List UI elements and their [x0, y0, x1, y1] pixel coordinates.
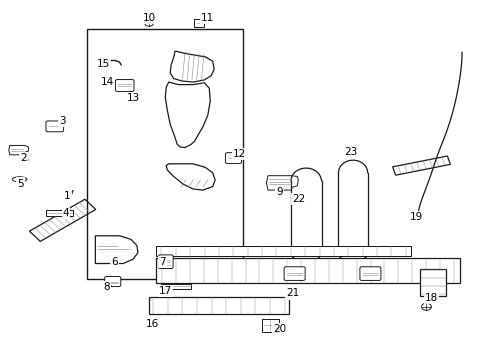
Bar: [156, 258, 459, 283]
FancyBboxPatch shape: [284, 267, 305, 280]
Text: 10: 10: [142, 13, 155, 23]
Text: 9: 9: [276, 186, 283, 197]
Text: 8: 8: [103, 282, 110, 292]
Text: 4: 4: [62, 208, 69, 218]
FancyBboxPatch shape: [46, 121, 63, 132]
Text: 14: 14: [101, 77, 114, 87]
FancyBboxPatch shape: [359, 267, 380, 280]
FancyBboxPatch shape: [225, 153, 241, 163]
Text: 3: 3: [59, 116, 66, 126]
Bar: [161, 284, 190, 289]
Text: 20: 20: [273, 324, 285, 334]
Text: 5: 5: [17, 179, 24, 189]
Bar: [149, 297, 288, 314]
Bar: [419, 269, 446, 296]
Text: 6: 6: [111, 257, 118, 267]
Text: 23: 23: [344, 147, 357, 157]
Text: 18: 18: [424, 293, 437, 303]
Circle shape: [421, 303, 430, 310]
Text: 19: 19: [409, 212, 423, 222]
Text: 1: 1: [64, 191, 71, 201]
Text: 11: 11: [201, 13, 214, 23]
Text: 12: 12: [232, 149, 246, 159]
Circle shape: [144, 20, 153, 26]
Text: 13: 13: [126, 93, 140, 103]
Bar: [46, 210, 73, 216]
FancyBboxPatch shape: [115, 80, 134, 91]
FancyBboxPatch shape: [104, 276, 121, 287]
FancyBboxPatch shape: [261, 319, 279, 332]
Ellipse shape: [12, 177, 27, 182]
Text: 2: 2: [20, 153, 27, 163]
FancyBboxPatch shape: [193, 19, 204, 27]
Bar: [87, 29, 242, 279]
Text: 7: 7: [159, 257, 165, 267]
Text: 15: 15: [97, 59, 110, 69]
Bar: [156, 246, 410, 256]
Text: 17: 17: [158, 286, 172, 296]
Text: 22: 22: [292, 194, 305, 204]
Text: 16: 16: [145, 319, 159, 329]
FancyBboxPatch shape: [158, 255, 173, 269]
Text: 21: 21: [285, 288, 299, 298]
